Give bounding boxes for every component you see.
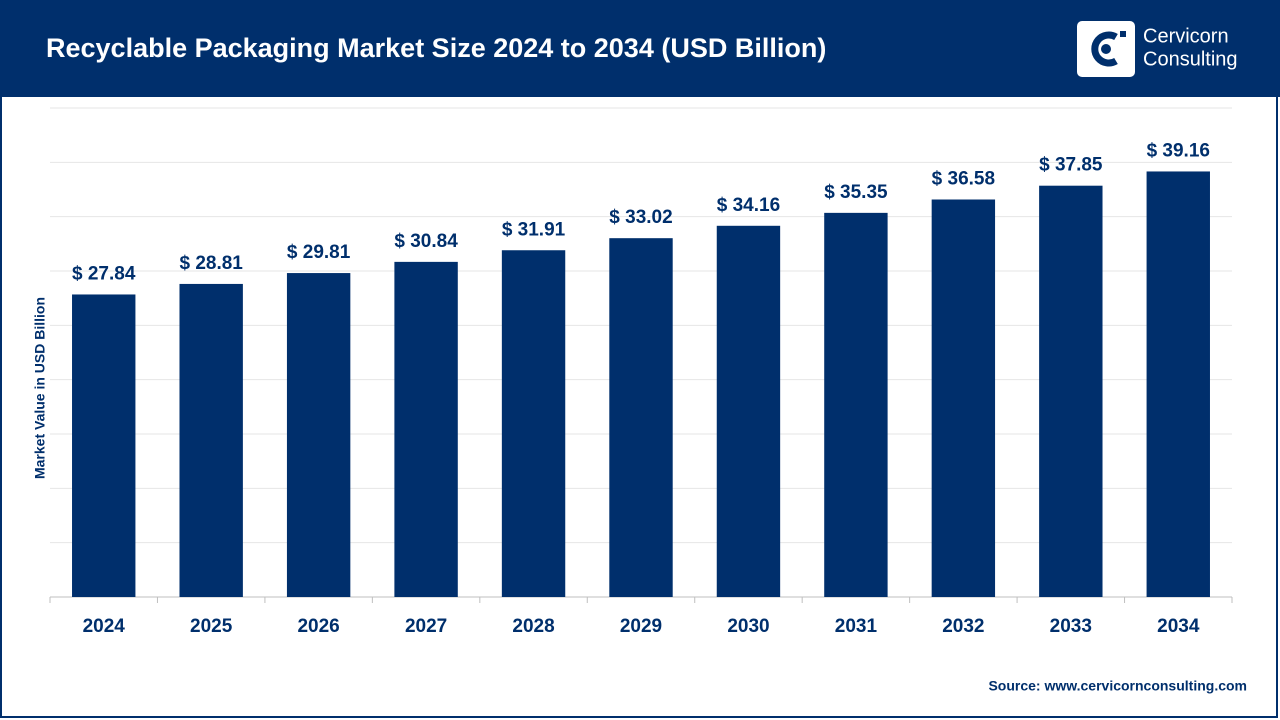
x-tick-label: 2028	[512, 616, 554, 637]
logo-dot	[1101, 44, 1111, 54]
bar	[824, 212, 888, 597]
bar	[501, 250, 566, 597]
value-label: $ 27.84	[72, 263, 136, 284]
x-tick-label: 2032	[942, 616, 984, 637]
bar	[286, 273, 351, 597]
bar	[1146, 171, 1210, 597]
value-label: $ 31.91	[502, 219, 566, 240]
x-tick-label: 2024	[83, 616, 126, 637]
value-label: $ 28.81	[179, 253, 243, 274]
x-tick-label: 2025	[190, 616, 233, 637]
value-label: $ 34.16	[717, 195, 780, 216]
value-label: $ 37.85	[1039, 155, 1103, 176]
value-label: $ 29.81	[287, 242, 351, 263]
x-tick-label: 2026	[297, 616, 339, 637]
chart-title: Recyclable Packaging Market Size 2024 to…	[46, 33, 826, 63]
bar	[1039, 185, 1103, 598]
value-label: $ 33.02	[609, 207, 672, 228]
logo-text: Cervicorn	[1143, 25, 1229, 47]
x-tick-label: 2031	[835, 616, 878, 637]
value-label: $ 35.35	[824, 182, 888, 203]
header	[0, 0, 1280, 97]
bar	[72, 294, 136, 597]
logo-square	[1120, 31, 1126, 37]
x-tick-label: 2034	[1157, 616, 1200, 637]
bar	[716, 225, 781, 597]
logo: Cervicorn Consulting	[1077, 21, 1238, 77]
x-tick-label: 2030	[727, 616, 769, 637]
logo-text: Consulting	[1143, 48, 1238, 70]
bar	[394, 261, 458, 597]
x-tick-label: 2027	[405, 616, 447, 637]
logo-icon	[1091, 31, 1118, 67]
bar	[609, 238, 673, 597]
bar	[931, 199, 996, 598]
bar	[179, 283, 243, 597]
value-label: $ 30.84	[394, 231, 458, 252]
value-label: $ 39.16	[1147, 140, 1210, 161]
value-label: $ 36.58	[932, 169, 995, 190]
y-axis-label: Market Value in USD Billion	[32, 297, 48, 479]
source: Source: www.cervicornconsulting.com	[988, 678, 1247, 694]
x-tick-label: 2029	[620, 616, 662, 637]
x-tick-label: 2033	[1050, 616, 1092, 637]
